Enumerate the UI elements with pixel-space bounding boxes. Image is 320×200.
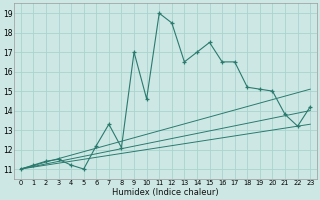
X-axis label: Humidex (Indice chaleur): Humidex (Indice chaleur) [112,188,219,197]
